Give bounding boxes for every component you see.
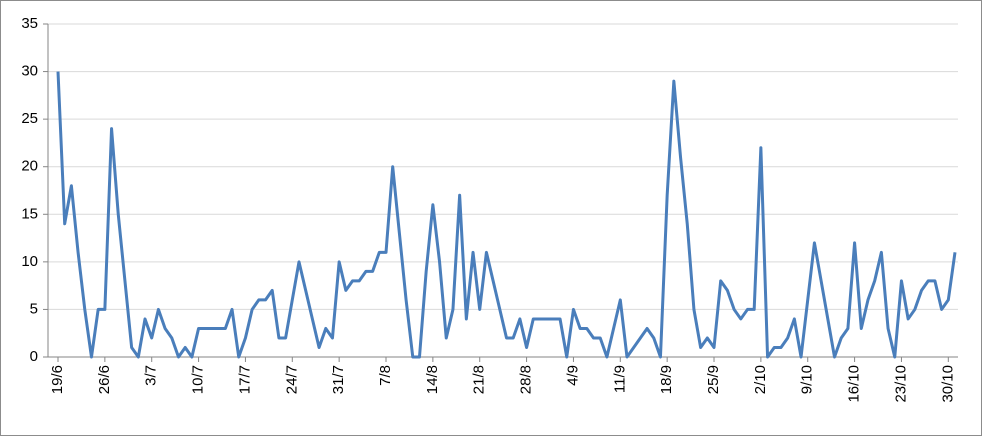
- y-tick-label: 20: [21, 158, 38, 175]
- y-tick-label: 10: [21, 253, 38, 270]
- x-tick-label: 25/9: [705, 365, 722, 394]
- y-tick-label: 35: [21, 15, 38, 32]
- x-tick-label: 11/9: [611, 365, 628, 393]
- x-tick-label: 4/9: [564, 365, 581, 386]
- x-tick-label: 3/7: [143, 365, 160, 386]
- x-tick-label: 19/6: [49, 365, 66, 394]
- y-tick-label: 25: [21, 110, 38, 127]
- x-tick-label: 24/7: [283, 365, 300, 394]
- x-tick-label: 17/7: [236, 365, 253, 394]
- x-tick-label: 26/6: [96, 365, 113, 394]
- x-tick-label: 21/8: [471, 365, 488, 394]
- y-tick-label: 5: [30, 300, 38, 317]
- x-tick-label: 10/7: [190, 365, 207, 394]
- x-tick-label: 14/8: [424, 365, 441, 394]
- x-tick-label: 31/7: [330, 365, 347, 394]
- x-tick-label: 2/10: [752, 365, 769, 394]
- x-tick-label: 30/10: [939, 365, 956, 403]
- y-tick-label: 0: [30, 348, 38, 365]
- x-tick-label: 18/9: [658, 365, 675, 394]
- x-tick-label: 28/8: [518, 365, 535, 394]
- y-tick-label: 30: [21, 63, 38, 80]
- data-line: [56, 71, 957, 359]
- x-tick-label: 9/10: [799, 365, 816, 394]
- y-tick-label: 15: [21, 205, 38, 222]
- x-tick-label: 16/10: [846, 365, 863, 403]
- x-tick-label: 7/8: [377, 365, 394, 386]
- x-tick-label: 23/10: [892, 365, 909, 403]
